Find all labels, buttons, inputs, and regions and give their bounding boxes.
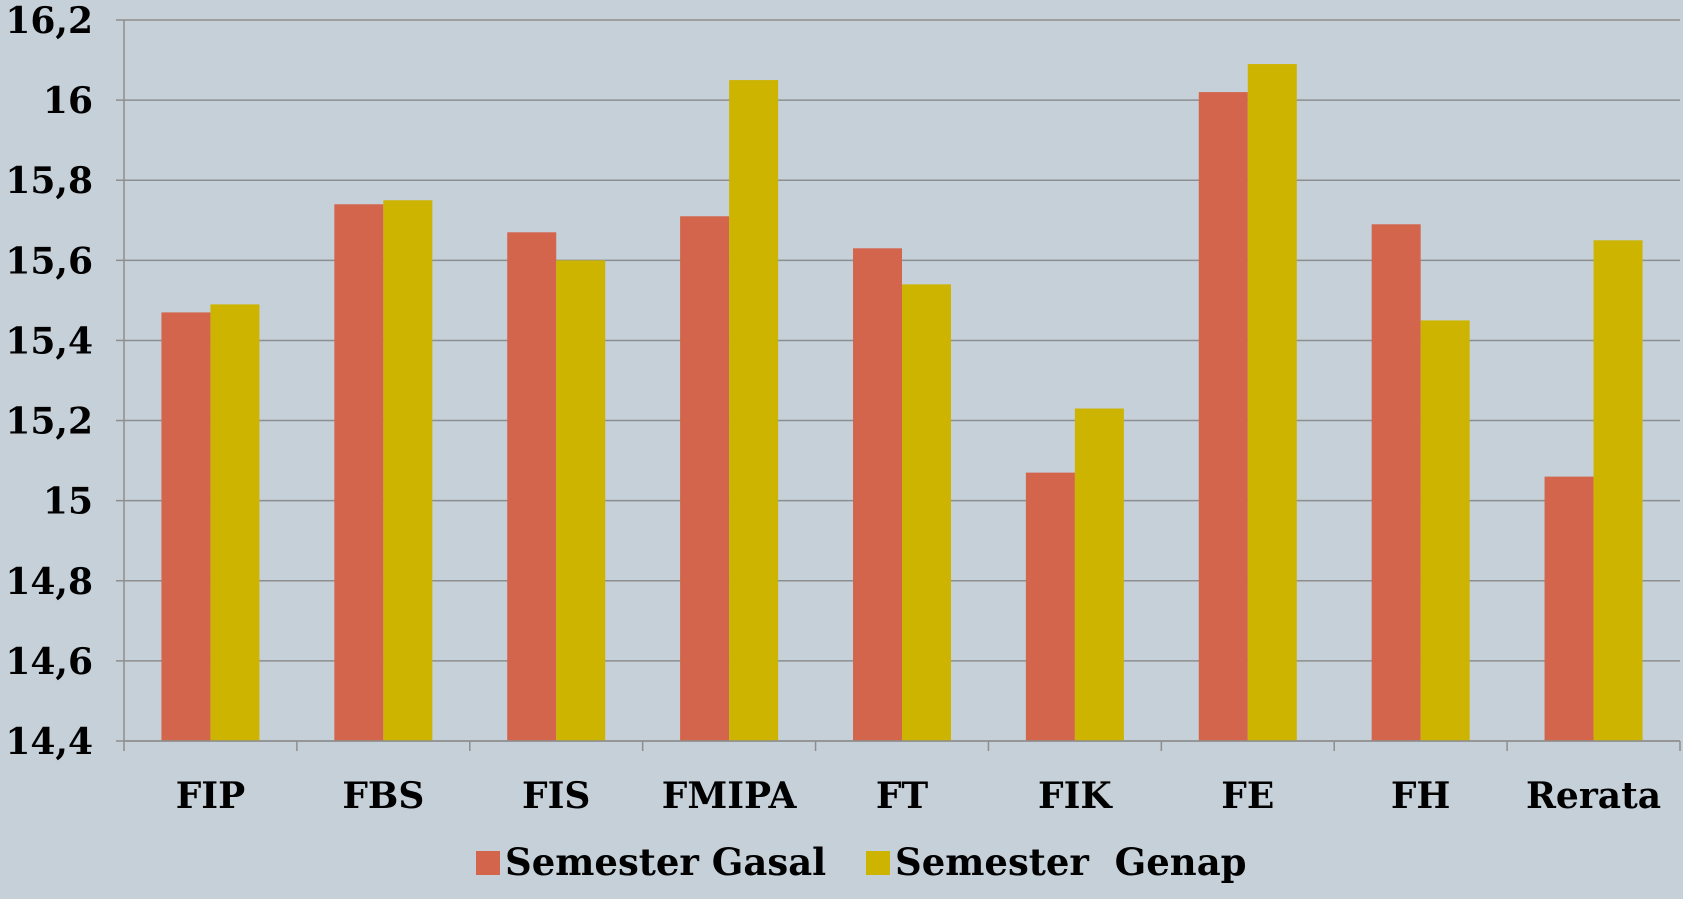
bar-semester-genap — [556, 260, 606, 741]
y-tick-label: 15,6 — [5, 240, 93, 282]
y-tick-label: 16,2 — [5, 0, 93, 42]
y-tick-label: 15,8 — [5, 160, 93, 202]
x-tick-label: FH — [1391, 775, 1451, 817]
bar-semester-gasal — [334, 204, 384, 741]
bar-semester-gasal — [161, 312, 211, 741]
bar-semester-genap — [902, 284, 951, 741]
x-tick-label: FT — [876, 775, 929, 817]
bar-semester-genap — [1074, 408, 1124, 741]
x-tick-label: Rerata — [1526, 775, 1661, 817]
bar-semester-gasal — [1544, 476, 1594, 741]
bar-semester-genap — [210, 304, 260, 741]
bar-semester-gasal — [1025, 472, 1075, 741]
legend-label: Semester Genap — [895, 840, 1247, 884]
bar-semester-gasal — [507, 232, 557, 742]
x-tick-label: FBS — [342, 775, 424, 817]
bar-semester-genap — [1420, 320, 1470, 741]
legend-label: Semester Gasal — [505, 840, 826, 884]
bar-semester-gasal — [1371, 224, 1421, 742]
y-tick-label: 15,4 — [5, 320, 93, 362]
x-tick-label: FIK — [1038, 775, 1113, 817]
bar-semester-genap — [729, 80, 779, 742]
x-tick-label: FIP — [176, 775, 245, 817]
y-tick-label: 15 — [43, 481, 93, 523]
y-tick-label: 15,2 — [5, 401, 93, 443]
y-tick-label: 14,4 — [5, 721, 93, 763]
y-tick-label: 14,6 — [5, 641, 93, 683]
y-tick-label: 16 — [43, 80, 93, 122]
x-tick-label: FMIPA — [662, 775, 798, 817]
bar-semester-genap — [383, 200, 433, 741]
y-tick-label: 14,8 — [5, 561, 93, 603]
bar-semester-genap — [1593, 240, 1643, 742]
legend-swatch — [476, 851, 500, 875]
bar-semester-gasal — [680, 216, 730, 741]
bar-semester-genap — [1247, 64, 1297, 742]
bar-semester-gasal — [853, 248, 902, 742]
x-tick-label: FE — [1221, 775, 1274, 817]
bar-semester-gasal — [1198, 92, 1248, 742]
x-tick-label: FIS — [522, 775, 590, 817]
legend-swatch — [866, 851, 890, 875]
